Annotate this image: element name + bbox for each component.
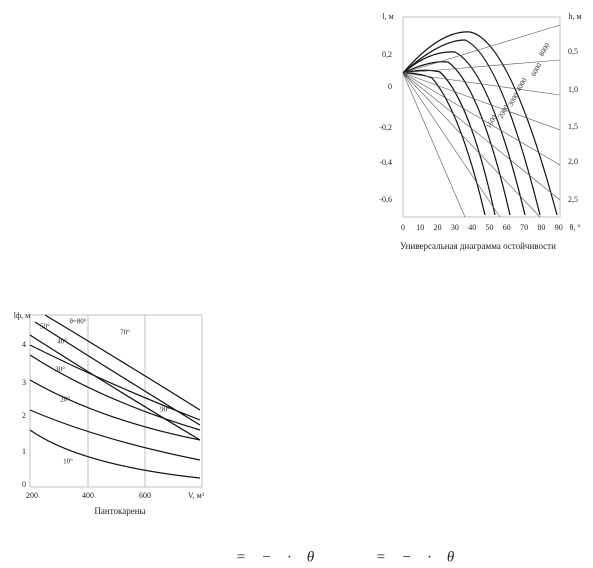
- y-tick-label: 0: [388, 82, 392, 91]
- x-tick-label: 600: [139, 491, 151, 500]
- x-tick-label: 60: [503, 223, 511, 232]
- caption: Универсальная диаграмма остойчивости: [400, 241, 556, 251]
- axis-label: lф, м: [14, 311, 30, 320]
- y-tick-label: 3: [22, 378, 26, 387]
- curve-label: 6000: [530, 61, 544, 78]
- x-tick-label: 40: [468, 223, 476, 232]
- x-tick-label: 30: [451, 223, 459, 232]
- x-tick-label: 90: [555, 223, 563, 232]
- curve-label: 3000: [507, 91, 521, 108]
- x-tick-label: 10: [416, 223, 424, 232]
- curve-label: 90°: [160, 406, 170, 414]
- y-tick-label: -0,2: [379, 123, 392, 132]
- curve-label: 10°: [63, 458, 73, 466]
- y-tick-label: 1: [22, 447, 26, 456]
- h-tick-label: 2,0: [568, 157, 578, 166]
- y-tick-label: 0,2: [382, 50, 392, 59]
- curve-label: 20°: [60, 396, 70, 404]
- x-tick-label: 80: [537, 223, 545, 232]
- curve-label: 40°: [57, 338, 67, 346]
- caption: Пантокарены: [94, 506, 145, 516]
- x-tick-label: 20: [434, 223, 442, 232]
- figure-1-frame: [402, 16, 561, 218]
- y-tick-label: 2: [22, 411, 26, 420]
- curve-label: θ=80°: [69, 318, 86, 326]
- y-tick-label: 0: [22, 480, 26, 489]
- x-tick-label: 400: [82, 491, 94, 500]
- h-tick-label: 1,5: [568, 122, 578, 131]
- x-tick-label: 70: [520, 223, 528, 232]
- curve-label: 8000: [538, 41, 552, 58]
- h-tick-label: 0,5: [568, 47, 578, 56]
- y-tick-label: 4: [22, 340, 26, 349]
- x-tick-label: 200: [26, 491, 38, 500]
- curve-label: 30°: [55, 366, 65, 374]
- axis-label: V, м³: [188, 491, 205, 500]
- y-tick-label: -0,4: [379, 158, 392, 167]
- axis-label: l, м: [382, 12, 393, 21]
- figure-2-frame: [29, 314, 203, 488]
- axis-label: h, м: [568, 12, 581, 21]
- x-tick-label: 50: [486, 223, 494, 232]
- curve-label: 70°: [120, 329, 130, 337]
- x-tick-label: 0: [401, 223, 405, 232]
- y-tick-label: -0,6: [379, 195, 392, 204]
- formula: = − · θ: [236, 549, 315, 565]
- curve-label: 50°: [40, 323, 50, 331]
- h-tick-label: 2,5: [568, 195, 578, 204]
- axis-label: θ, °: [569, 223, 580, 232]
- h-tick-label: 1,0: [568, 85, 578, 94]
- formula: = − · θ: [376, 549, 455, 565]
